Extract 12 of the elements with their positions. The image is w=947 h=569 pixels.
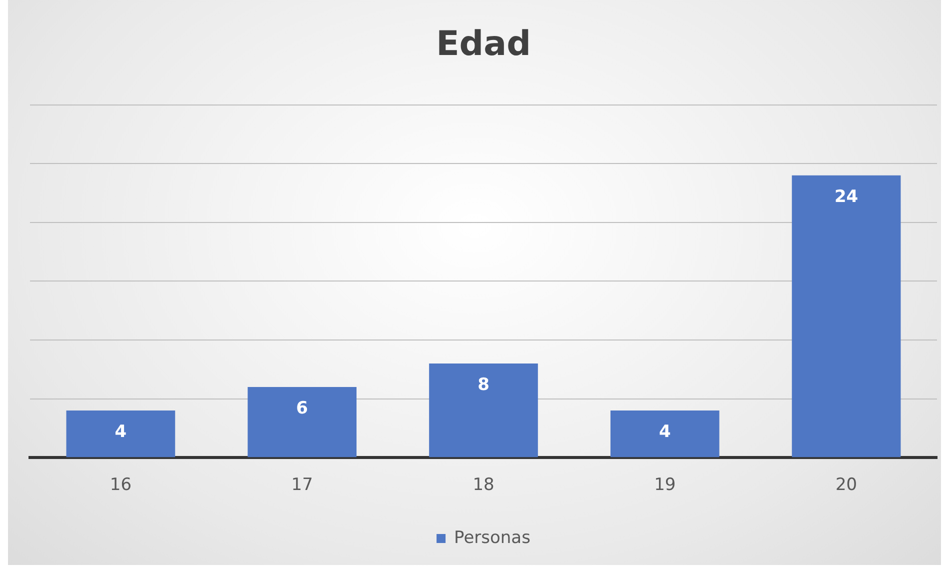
- x-tick-label: 17: [291, 475, 313, 496]
- x-tick-label: 19: [654, 475, 676, 496]
- data-label: 24: [834, 186, 858, 207]
- data-label: 6: [296, 398, 308, 418]
- data-label: 8: [478, 374, 490, 395]
- x-tick-label: 20: [835, 475, 858, 496]
- data-label: 4: [114, 422, 127, 442]
- x-tick-label: 16: [110, 475, 132, 496]
- x-tick-label: 18: [472, 475, 494, 496]
- chart-title: Edad: [436, 24, 531, 64]
- legend-label: Personas: [454, 528, 531, 548]
- data-label: 4: [658, 422, 671, 442]
